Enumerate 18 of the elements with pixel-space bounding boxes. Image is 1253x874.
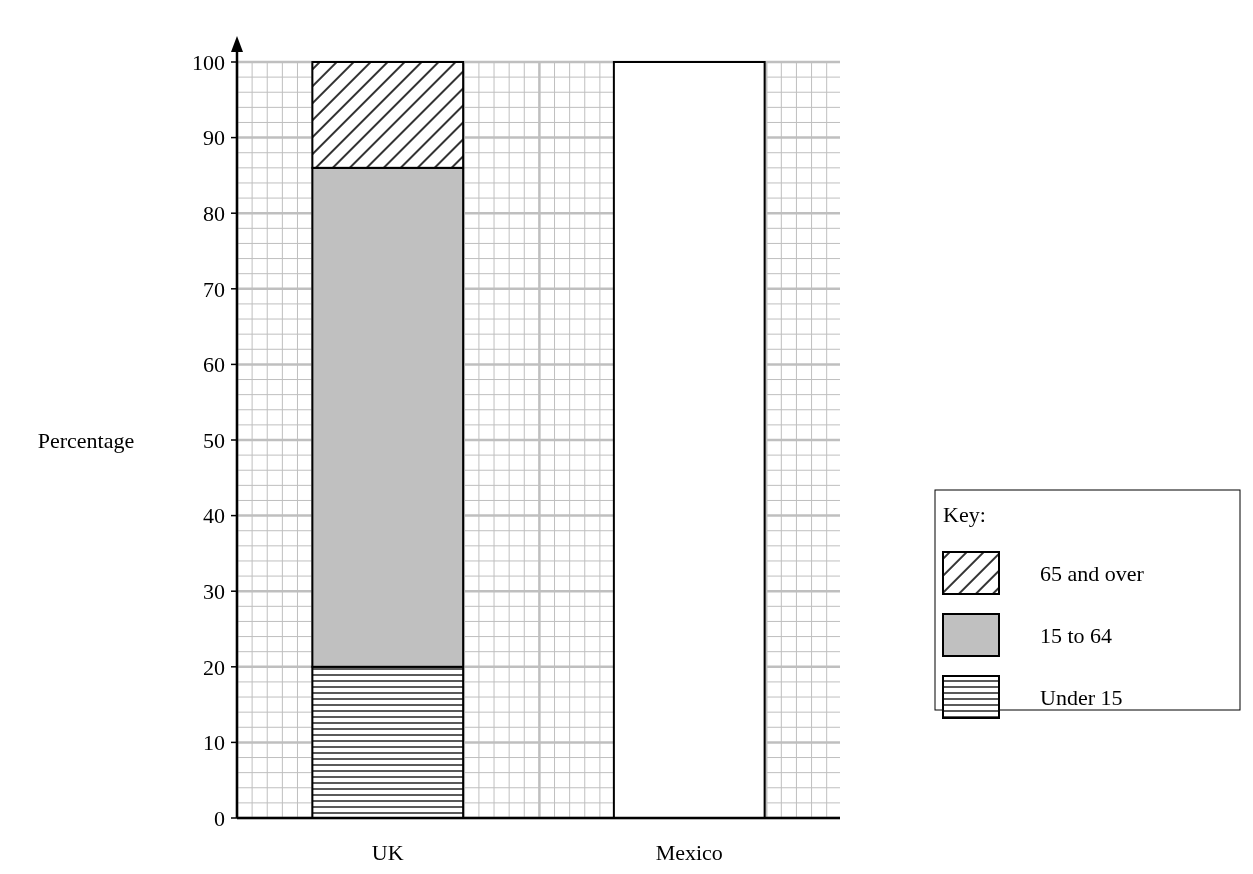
x-tick-label: Mexico bbox=[655, 840, 723, 865]
y-tick-label: 50 bbox=[203, 427, 225, 453]
y-tick-label: 100 bbox=[192, 49, 225, 75]
y-tick-label: 40 bbox=[203, 503, 225, 529]
y-tick-label: 70 bbox=[203, 276, 225, 302]
y-tick-label: 80 bbox=[203, 200, 225, 226]
y-tick-label: 0 bbox=[214, 805, 225, 831]
legend-label: 15 to 64 bbox=[1040, 622, 1113, 648]
y-axis-title: Percentage bbox=[37, 427, 135, 453]
y-tick-label: 30 bbox=[203, 578, 225, 604]
y-tick-label: 10 bbox=[203, 730, 225, 756]
y-tick-label: 20 bbox=[203, 654, 225, 680]
x-tick-label: UK bbox=[371, 840, 404, 865]
y-tick-label: 90 bbox=[203, 125, 225, 151]
legend-label: Under 15 bbox=[1040, 684, 1123, 710]
legend-label: 65 and over bbox=[1040, 560, 1145, 586]
y-tick-label: 60 bbox=[203, 352, 225, 378]
legend-title: Key: bbox=[943, 502, 986, 527]
